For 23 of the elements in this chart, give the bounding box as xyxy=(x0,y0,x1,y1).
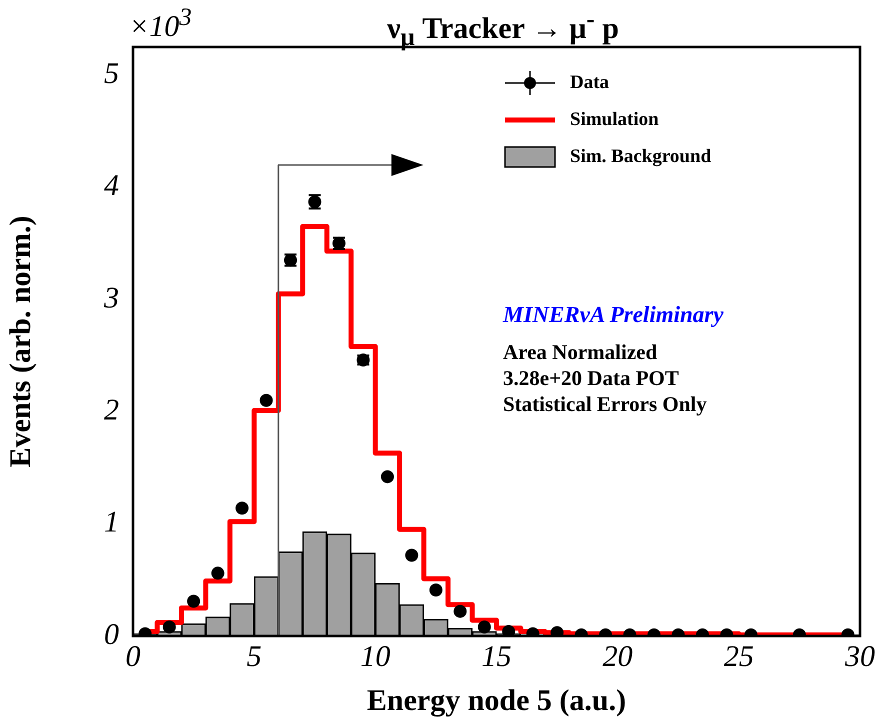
y-tick-label: 5 xyxy=(104,56,119,90)
annotation: MINERνA Preliminary xyxy=(503,302,724,328)
y-axis-title: Events (arb. norm.) xyxy=(4,216,37,468)
x-tick-label: 30 xyxy=(844,640,875,673)
legend-label: Data xyxy=(570,72,610,93)
text: ×10$^{3}$ xyxy=(129,4,192,44)
annotation: Statistical Errors Only xyxy=(503,392,707,417)
y-tick-label: 1 xyxy=(104,506,119,539)
x-tick-label: 25 xyxy=(724,640,754,673)
x-tick-label: 0 xyxy=(126,640,140,673)
legend-label: Simulation xyxy=(570,108,660,130)
y-tick-label: 2 xyxy=(104,394,119,427)
y-tick-label: 3 xyxy=(103,281,119,314)
x-tick-label: 5 xyxy=(246,640,262,673)
annotation: Area Normalized xyxy=(503,340,658,365)
x-axis-title: Energy node 5 (a.u.) xyxy=(366,684,626,717)
x-tick-label: 15 xyxy=(482,640,512,673)
x-tick-label: 10 xyxy=(360,640,390,673)
y-tick-label: 0 xyxy=(104,618,119,651)
y-tick-label: 4 xyxy=(104,169,119,202)
legend-label: Sim. Background xyxy=(570,146,712,167)
annotation: 3.28e+20 Data POT xyxy=(503,366,679,391)
x-tick-label: 20 xyxy=(602,640,633,673)
